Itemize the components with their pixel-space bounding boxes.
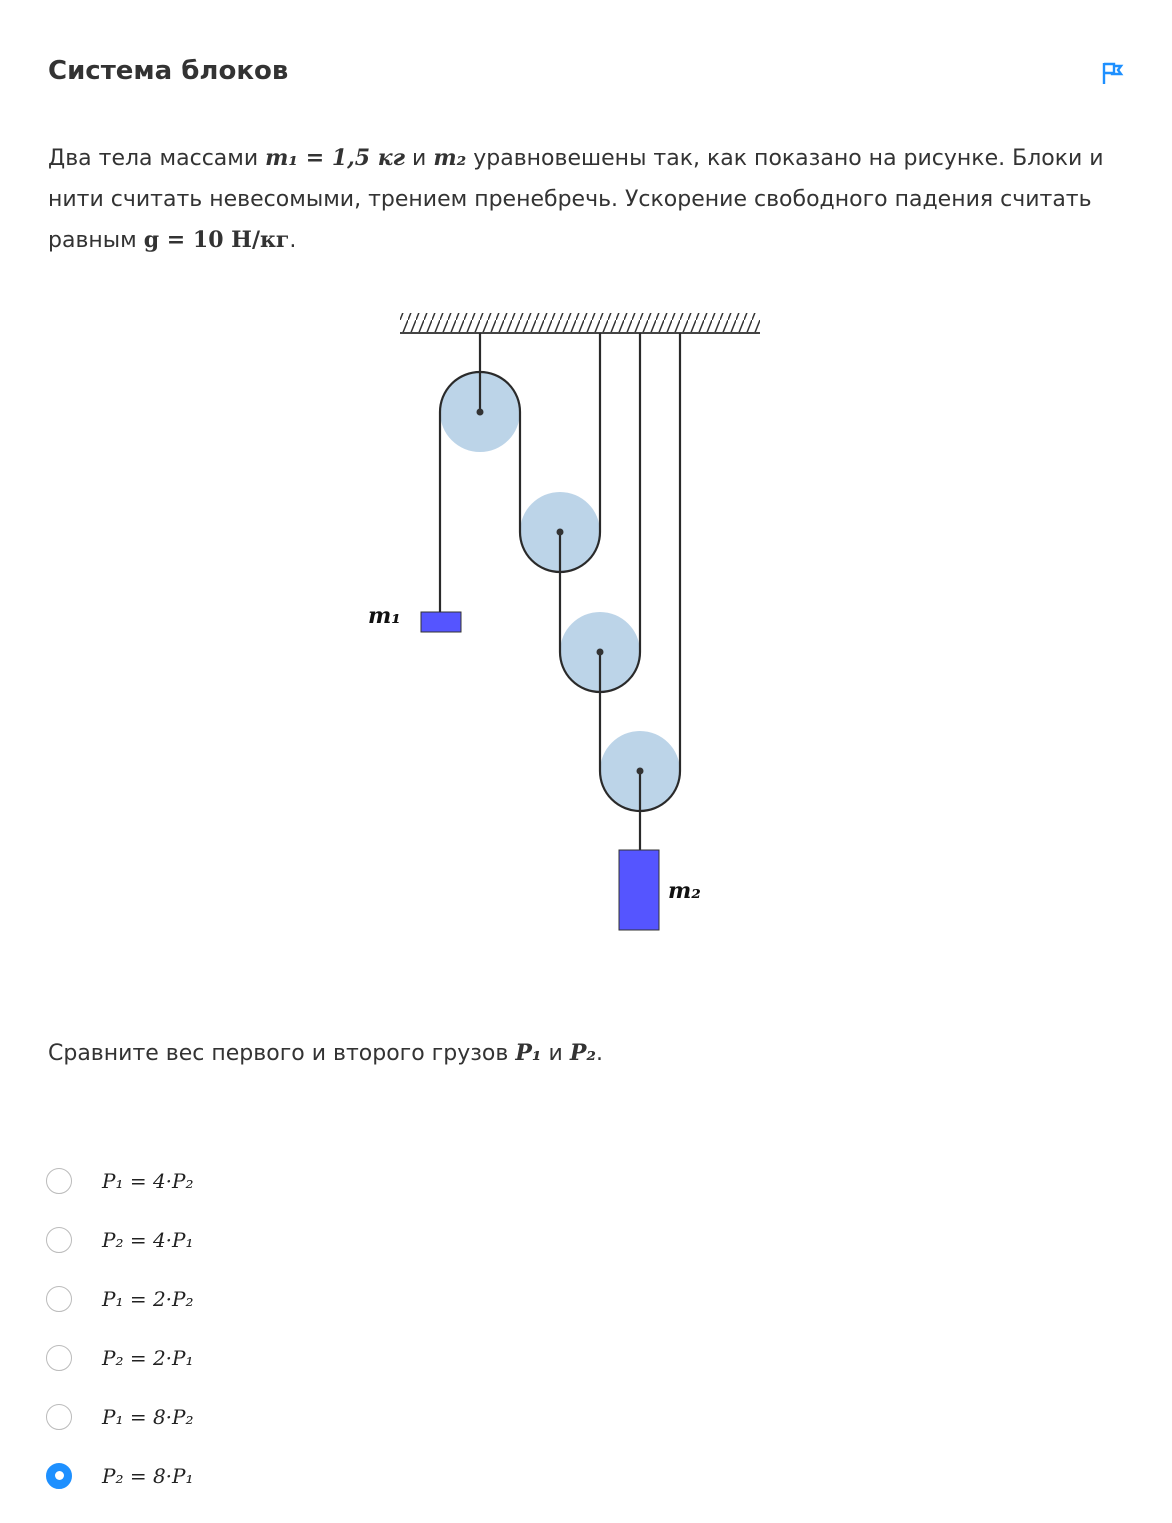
option-5[interactable]: P₁ = 8·P₂ [46,1387,194,1446]
radio-button[interactable] [46,1344,72,1371]
radio-button-selected[interactable] [46,1462,72,1489]
option-label: P₁ = 2·P₂ [102,1286,194,1311]
option-label: P₂ = 8·P₁ [102,1463,194,1488]
p2-symbol: P₂ [569,1040,597,1066]
g-value: g = 10 Н/кг [143,227,290,253]
option-1[interactable]: P₁ = 4·P₂ [46,1151,194,1210]
text: Два тела массами [48,146,266,171]
pulley-diagram: m₁ m₂ [368,313,760,931]
text: . [289,228,297,253]
option-3[interactable]: P₁ = 2·P₂ [46,1269,194,1328]
option-label: P₁ = 4·P₂ [102,1168,194,1193]
text: Сравните вес первого и второго грузов [48,1041,516,1066]
m1-value: m₁ = 1,5 кг [265,145,406,171]
option-label: P₂ = 2·P₁ [102,1345,194,1370]
text: . [596,1041,604,1066]
option-label: P₁ = 8·P₂ [102,1404,194,1429]
ropes [438,333,682,850]
flag-icon[interactable] [1100,60,1124,90]
question-text: Сравните вес первого и второго грузов P₁… [48,1040,603,1066]
m2-symbol: m₂ [433,145,467,171]
radio-button[interactable] [46,1285,72,1312]
mass-m2 [618,849,660,931]
problem-text: Два тела массами m₁ = 1,5 кг и m₂ уравно… [48,138,1128,261]
option-6[interactable]: P₂ = 8·P₁ [46,1446,194,1505]
radio-button[interactable] [46,1226,72,1253]
label-m1: m₁ [368,603,401,629]
answer-options: P₁ = 4·P₂ P₂ = 4·P₁ P₁ = 2·P₂ P₂ = 2·P₁ … [46,1151,194,1505]
option-2[interactable]: P₂ = 4·P₁ [46,1210,194,1269]
text: и [405,146,434,171]
label-m2: m₂ [668,878,701,904]
radio-button[interactable] [46,1167,72,1194]
text: и [541,1041,570,1066]
p1-symbol: P₁ [515,1040,542,1066]
option-label: P₂ = 4·P₁ [102,1227,194,1252]
ceiling [400,313,760,333]
page-title: Система блоков [48,56,289,86]
radio-button[interactable] [46,1403,72,1430]
text: уравновешены так, как показано на рисунк… [48,146,1104,253]
option-4[interactable]: P₂ = 2·P₁ [46,1328,194,1387]
mass-m1 [420,611,462,633]
